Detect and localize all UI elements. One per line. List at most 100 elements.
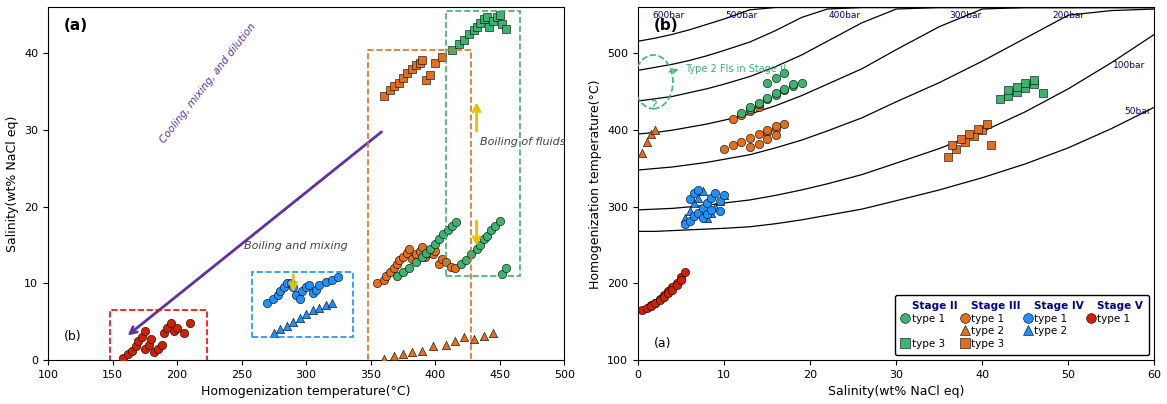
Point — [668, 282, 686, 288]
Point — [655, 294, 673, 301]
Point — [701, 210, 720, 216]
Point — [329, 274, 348, 281]
Point — [642, 302, 661, 308]
Point — [981, 142, 1000, 149]
Point — [645, 299, 664, 306]
Point — [113, 355, 132, 361]
Point — [956, 139, 974, 145]
Point — [749, 131, 768, 137]
Point — [322, 276, 341, 283]
Point — [161, 320, 180, 326]
Text: ?: ? — [650, 99, 657, 112]
Point — [475, 16, 494, 22]
Point — [990, 96, 1008, 103]
Point — [133, 334, 152, 341]
Point — [380, 87, 399, 94]
Point — [711, 207, 729, 214]
Text: 400bar: 400bar — [829, 11, 860, 19]
Text: 500bar: 500bar — [725, 11, 757, 19]
Point — [471, 20, 490, 26]
Point — [426, 248, 445, 255]
Point — [749, 141, 768, 147]
Point — [296, 311, 315, 318]
Point — [258, 299, 277, 306]
Point — [645, 127, 664, 133]
Point — [375, 276, 393, 283]
Point — [775, 87, 794, 94]
Legend: Stage II, type 1, , type 3, Stage III, type 1, type 2, type 3, Stage IV, type 1,: Stage II, type 1, , type 3, Stage III, t… — [895, 295, 1149, 355]
Point — [419, 250, 438, 256]
Point — [271, 288, 289, 295]
Point — [393, 253, 412, 260]
Point — [181, 320, 200, 326]
Point — [464, 27, 483, 34]
Text: 50bar: 50bar — [1124, 107, 1151, 116]
Point — [685, 190, 704, 196]
Point — [488, 13, 506, 20]
Point — [296, 284, 315, 290]
Point — [680, 217, 699, 224]
Point — [767, 123, 785, 130]
Point — [1025, 76, 1043, 83]
X-axis label: Homogenization temperature(°C): Homogenization temperature(°C) — [202, 385, 411, 398]
Point — [783, 81, 802, 87]
Point — [951, 136, 970, 143]
Point — [139, 342, 158, 348]
Point — [281, 280, 300, 287]
Point — [494, 271, 512, 278]
Point — [457, 257, 476, 264]
Point — [385, 82, 404, 89]
Point — [393, 269, 412, 275]
Point — [130, 338, 148, 344]
Point — [706, 190, 725, 196]
Point — [460, 31, 478, 38]
Text: (a): (a) — [63, 18, 88, 33]
Point — [689, 210, 707, 216]
Point — [442, 223, 461, 229]
Point — [433, 54, 452, 61]
Point — [135, 345, 154, 352]
Point — [449, 41, 468, 48]
Point — [452, 261, 470, 267]
Point — [417, 77, 435, 84]
Point — [291, 296, 309, 302]
Point — [454, 334, 473, 341]
Point — [142, 335, 161, 342]
Point — [303, 290, 322, 296]
Point — [689, 187, 707, 193]
Point — [387, 273, 406, 279]
Point — [375, 356, 393, 362]
Point — [711, 198, 729, 204]
Point — [701, 194, 720, 201]
Point — [741, 108, 760, 114]
Point — [633, 307, 651, 314]
Point — [693, 215, 712, 221]
Point — [676, 269, 694, 275]
Point — [119, 351, 138, 357]
Point — [706, 204, 725, 210]
Point — [1007, 88, 1026, 95]
Point — [429, 261, 448, 267]
Text: Boiling of fluids: Boiling of fluids — [481, 137, 566, 147]
Point — [757, 136, 776, 143]
Bar — [368, 50, 471, 362]
Text: Cooling, mixing, and dilution: Cooling, mixing, and dilution — [158, 22, 258, 145]
Point — [390, 80, 408, 86]
Point — [322, 299, 341, 306]
Point — [741, 104, 760, 110]
Point — [424, 251, 442, 258]
Point — [477, 13, 496, 20]
Point — [757, 96, 776, 103]
Point — [475, 236, 494, 242]
Point — [316, 279, 335, 285]
Point — [767, 132, 785, 138]
Point — [650, 296, 669, 302]
Point — [148, 345, 167, 352]
Point — [303, 307, 322, 314]
Point — [377, 273, 396, 279]
Point — [693, 188, 712, 195]
Point — [724, 116, 742, 122]
Point — [969, 125, 987, 132]
Point — [1016, 85, 1035, 91]
Point — [174, 330, 193, 337]
